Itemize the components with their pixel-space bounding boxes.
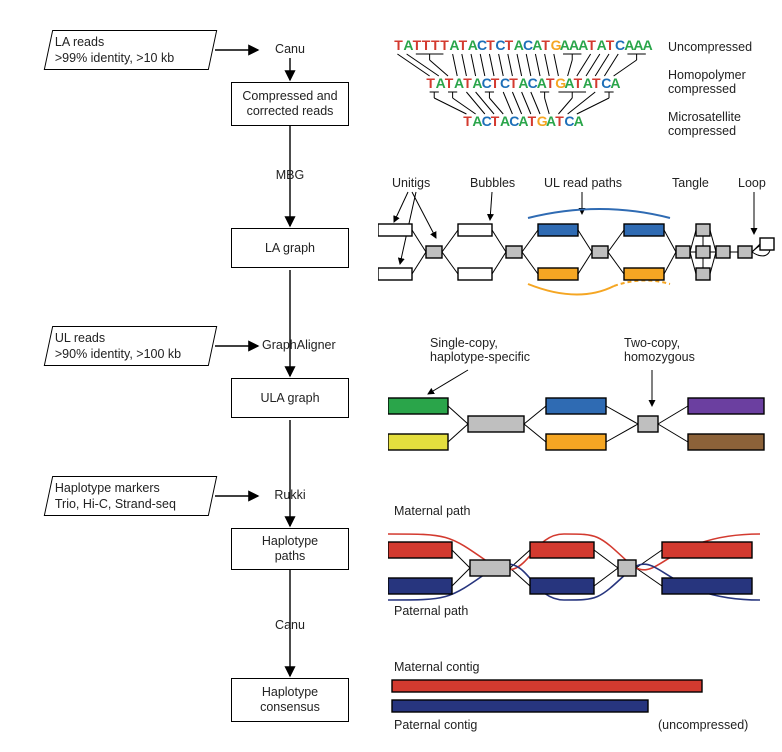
box-compressed-reads: Compressed and corrected reads [231,82,349,126]
input-ul-reads: UL reads >90% identity, >100 kb [44,326,218,366]
svg-text:T: T [491,113,500,129]
label-homopolymer: Homopolymer compressed [668,68,746,96]
svg-text:T: T [422,37,431,53]
box-haplotype-consensus: Haplotype consensus [231,678,349,722]
svg-text:T: T [528,113,537,129]
svg-text:T: T [440,37,449,53]
svg-text:T: T [394,37,403,53]
svg-text:T: T [486,37,495,53]
la-graph-svg [378,176,778,316]
input-line: Trio, Hi-C, Strand-seq [55,497,176,511]
step-canu-label: Canu [262,42,318,56]
svg-text:A: A [610,75,620,91]
input-line: >99% identity, >10 kb [55,51,174,65]
box-la-graph: LA graph [231,228,349,268]
svg-text:T: T [555,113,564,129]
step-rukki-label: Rukki [262,488,318,502]
svg-text:T: T [431,37,440,53]
input-line: Haplotype markers [55,481,160,495]
svg-text:T: T [463,75,472,91]
panel-la-graph: Unitigs Bubbles UL read paths Tangle Loo… [378,176,778,316]
label-uncompressed: Uncompressed [668,40,752,54]
svg-text:A: A [643,37,653,53]
box-haplotype-paths: Haplotype paths [231,528,349,570]
contigs-svg [388,660,768,740]
svg-text:T: T [459,37,468,53]
svg-text:T: T [509,75,518,91]
svg-text:A: A [574,113,584,129]
panel-compression: Uncompressed Homopolymer compressed Micr… [388,36,768,156]
box-ula-graph: ULA graph [231,378,349,418]
svg-text:T: T [426,75,435,91]
svg-text:T: T [546,75,555,91]
svg-text:T: T [606,37,615,53]
step-graphaligner-label: GraphAligner [262,338,354,352]
label-microsatellite: Microsatellite compressed [668,110,741,138]
ula-graph-svg [388,336,768,466]
input-line: LA reads [55,35,104,49]
hap-paths-svg [388,504,768,624]
svg-text:T: T [463,113,472,129]
panel-hap-paths: Maternal path Paternal path [388,504,768,624]
svg-text:T: T [491,75,500,91]
svg-text:T: T [445,75,454,91]
input-haplotype-markers: Haplotype markers Trio, Hi-C, Strand-seq [44,476,218,516]
svg-text:T: T [541,37,550,53]
input-line: >90% identity, >100 kb [55,347,181,361]
svg-text:T: T [505,37,514,53]
step-mbg-label: MBG [262,168,318,182]
compression-svg: TATTTTATACTCTACATGAAATATCAAA TATATACTCTA… [388,36,668,156]
input-line: UL reads [55,331,105,345]
panel-ula-graph: Single-copy, haplotype-specific Two-copy… [388,336,768,466]
svg-text:T: T [574,75,583,91]
panel-contigs: Maternal contig Paternal contig (uncompr… [388,660,768,740]
svg-text:T: T [413,37,422,53]
svg-text:T: T [592,75,601,91]
input-la-reads: LA reads >99% identity, >10 kb [44,30,218,70]
svg-text:T: T [587,37,596,53]
step-canu2-label: Canu [262,618,318,632]
